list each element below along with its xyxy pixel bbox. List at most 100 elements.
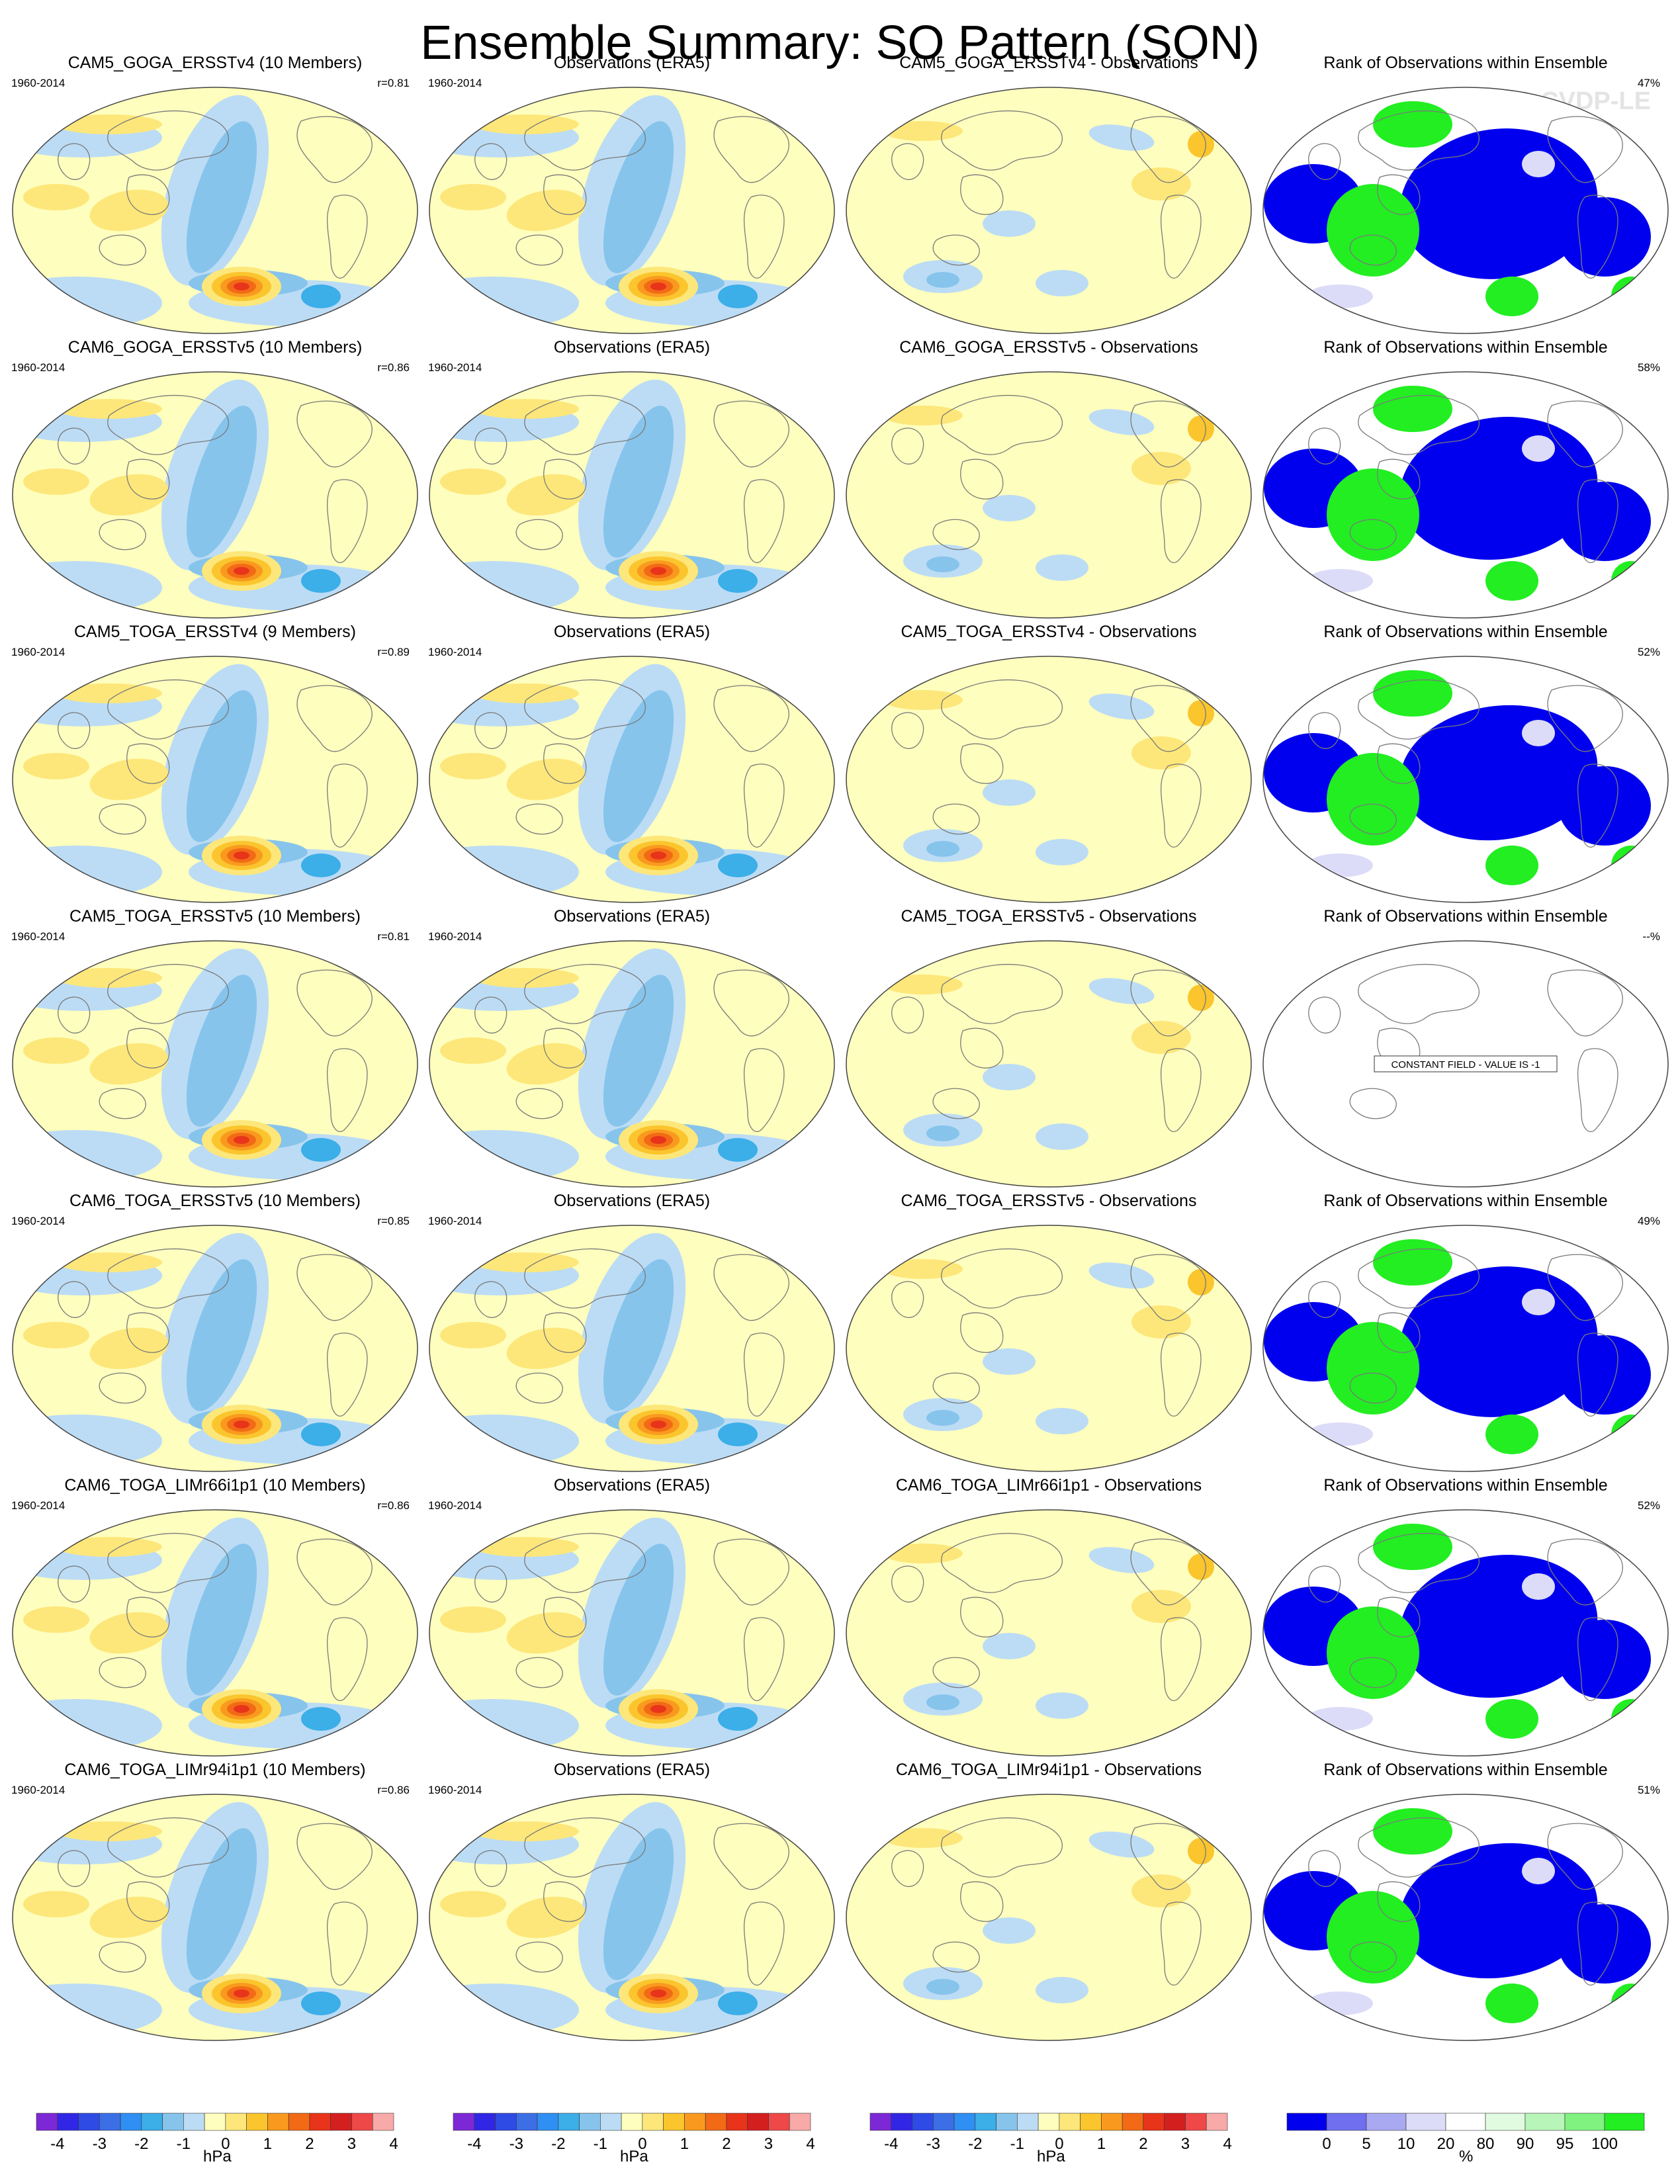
- colorbar-tick-label: -3: [509, 2135, 523, 2153]
- period-label: 1960-2014: [11, 646, 66, 658]
- coastline: [474, 964, 789, 1132]
- colorbar-swatch: [912, 2113, 934, 2131]
- colorbar-swatch: [726, 2113, 748, 2131]
- correlation-label: r=0.86: [377, 1499, 410, 1512]
- colorbar-swatch: [1604, 2113, 1645, 2131]
- panel-title: CAM5_GOGA_ERSSTv4 - Observations: [899, 54, 1198, 72]
- colorbar-swatch: [1017, 2113, 1039, 2131]
- panel-title: Observations (ERA5): [553, 907, 711, 926]
- constant-field-label: CONSTANT FIELD - VALUE IS -1: [1391, 1059, 1540, 1070]
- coastline: [891, 395, 1206, 563]
- map: [1262, 1794, 1669, 2041]
- colorbar-swatch: [684, 2113, 706, 2131]
- panel-ensemble-4: CAM5_TOGA_ERSSTv5 (10 Members) 1960-2014 r…: [10, 906, 420, 1191]
- panel-title: Rank of Observations within Ensemble: [1323, 54, 1608, 72]
- period-label: 1960-2014: [428, 361, 482, 374]
- colorbar-tick-label: 3: [764, 2135, 773, 2153]
- panel-title: Observations (ERA5): [553, 1192, 711, 1210]
- colorbar-swatch: [558, 2113, 580, 2131]
- colorbar-tick-label: 10: [1397, 2135, 1415, 2153]
- coastline: [891, 1533, 1206, 1701]
- panel-ensemble-2: CAM6_GOGA_ERSSTv5 (10 Members) 1960-2014 r…: [10, 337, 420, 622]
- map-field: [13, 1510, 418, 1756]
- panel-rank-4: Rank of Observations within Ensemble --% C…: [1260, 906, 1671, 1191]
- panel-title: Observations (ERA5): [553, 54, 711, 72]
- colorbar-swatch: [78, 2113, 100, 2131]
- map-field: [1263, 656, 1668, 902]
- colorbar-swatch: [267, 2113, 289, 2131]
- panel-diff-3: CAM5_TOGA_ERSSTv4 - Observations: [844, 622, 1254, 906]
- map: [12, 1225, 418, 1472]
- map: [12, 656, 418, 903]
- colorbar-unit: %: [1459, 2148, 1474, 2165]
- colorbar-swatch: [183, 2113, 205, 2131]
- coastline: [58, 1817, 373, 1986]
- period-label: 1960-2014: [428, 930, 482, 943]
- colorbar-swatch: [309, 2113, 332, 2131]
- coastline: [474, 679, 789, 848]
- coastline: [58, 1533, 373, 1701]
- correlation-label: r=0.86: [377, 361, 410, 374]
- coastline: [58, 679, 373, 848]
- panel-title: Observations (ERA5): [553, 1761, 711, 1779]
- colorbar-tick-label: 20: [1437, 2135, 1455, 2153]
- colorbar-swatch: [1286, 2113, 1327, 2131]
- colorbar-swatch: [351, 2113, 373, 2131]
- percent-label: 52%: [1637, 1499, 1660, 1512]
- colorbar-tick-label: 0: [1322, 2135, 1331, 2153]
- colorbar-swatch: [141, 2113, 163, 2131]
- coastline: [891, 964, 1206, 1132]
- period-label: 1960-2014: [428, 77, 482, 89]
- correlation-label: r=0.81: [377, 77, 410, 89]
- colorbar-swatch: [768, 2113, 790, 2131]
- colorbar-swatch: [642, 2113, 664, 2131]
- map-field: [429, 941, 834, 1187]
- map-field: [13, 1794, 418, 2040]
- panel-ensemble-3: CAM5_TOGA_ERSSTv4 (9 Members) 1960-2014 r=…: [10, 622, 420, 906]
- colorbar-tick-label: 0: [1055, 2135, 1063, 2153]
- map: [12, 940, 418, 1188]
- coastline: [58, 110, 373, 279]
- map-field: [429, 656, 834, 902]
- colorbar-swatch: [453, 2113, 475, 2131]
- colorbar-swatch: [288, 2113, 310, 2131]
- colorbar-swatch: [1038, 2113, 1060, 2131]
- map: [429, 1794, 835, 2041]
- colorbar-swatch: [1326, 2113, 1367, 2131]
- panel-title: CAM5_GOGA_ERSSTv4 (10 Members): [67, 54, 363, 72]
- panel-title: CAM6_GOGA_ERSSTv5 (10 Members): [67, 338, 363, 357]
- coastline: [58, 1248, 373, 1417]
- panel-title: CAM5_TOGA_ERSSTv4 (9 Members): [73, 623, 357, 641]
- colorbar-swatch: [1185, 2113, 1207, 2131]
- colorbar-swatch: [1405, 2113, 1446, 2131]
- colorbar-rank: 0 5 10 20 80 90 95 100 %: [1280, 2111, 1651, 2167]
- map-field: [429, 87, 834, 333]
- correlation-label: r=0.86: [377, 1784, 410, 1796]
- colorbar-swatch: [204, 2113, 226, 2131]
- panel-diff-1: CAM5_GOGA_ERSSTv4 - Observations: [844, 53, 1254, 337]
- coastline: [474, 1817, 789, 1986]
- colorbar-tick-label: 0: [221, 2135, 230, 2153]
- map: [429, 1509, 835, 1757]
- colorbar-unit: hPa: [1037, 2148, 1065, 2165]
- colorbar-tick-label: 1: [680, 2135, 689, 2153]
- panel-obs-7: Observations (ERA5) 1960-2014: [427, 1760, 837, 2044]
- colorbar-swatch: [1525, 2113, 1566, 2131]
- colorbar-swatch: [747, 2113, 769, 2131]
- map: [846, 656, 1252, 903]
- panel-title: CAM5_TOGA_ERSSTv5 (10 Members): [69, 907, 361, 926]
- percent-label: 51%: [1637, 1784, 1660, 1796]
- colorbar-swatch: [1366, 2113, 1407, 2131]
- colorbar-tick-label: 95: [1556, 2135, 1574, 2153]
- panel-obs-6: Observations (ERA5) 1960-2014: [427, 1475, 837, 1760]
- period-label: 1960-2014: [428, 1215, 482, 1227]
- map: [12, 1794, 418, 2041]
- colorbar-unit: hPa: [620, 2148, 648, 2165]
- colorbar-tick-label: 2: [305, 2135, 314, 2153]
- coastline: [474, 1248, 789, 1417]
- map: [429, 656, 835, 903]
- panel-rank-3: Rank of Observations within Ensemble 52%: [1260, 622, 1671, 906]
- map-field: [1263, 1794, 1668, 2040]
- period-label: 1960-2014: [428, 646, 482, 658]
- colorbar-tick-label: -2: [134, 2135, 148, 2153]
